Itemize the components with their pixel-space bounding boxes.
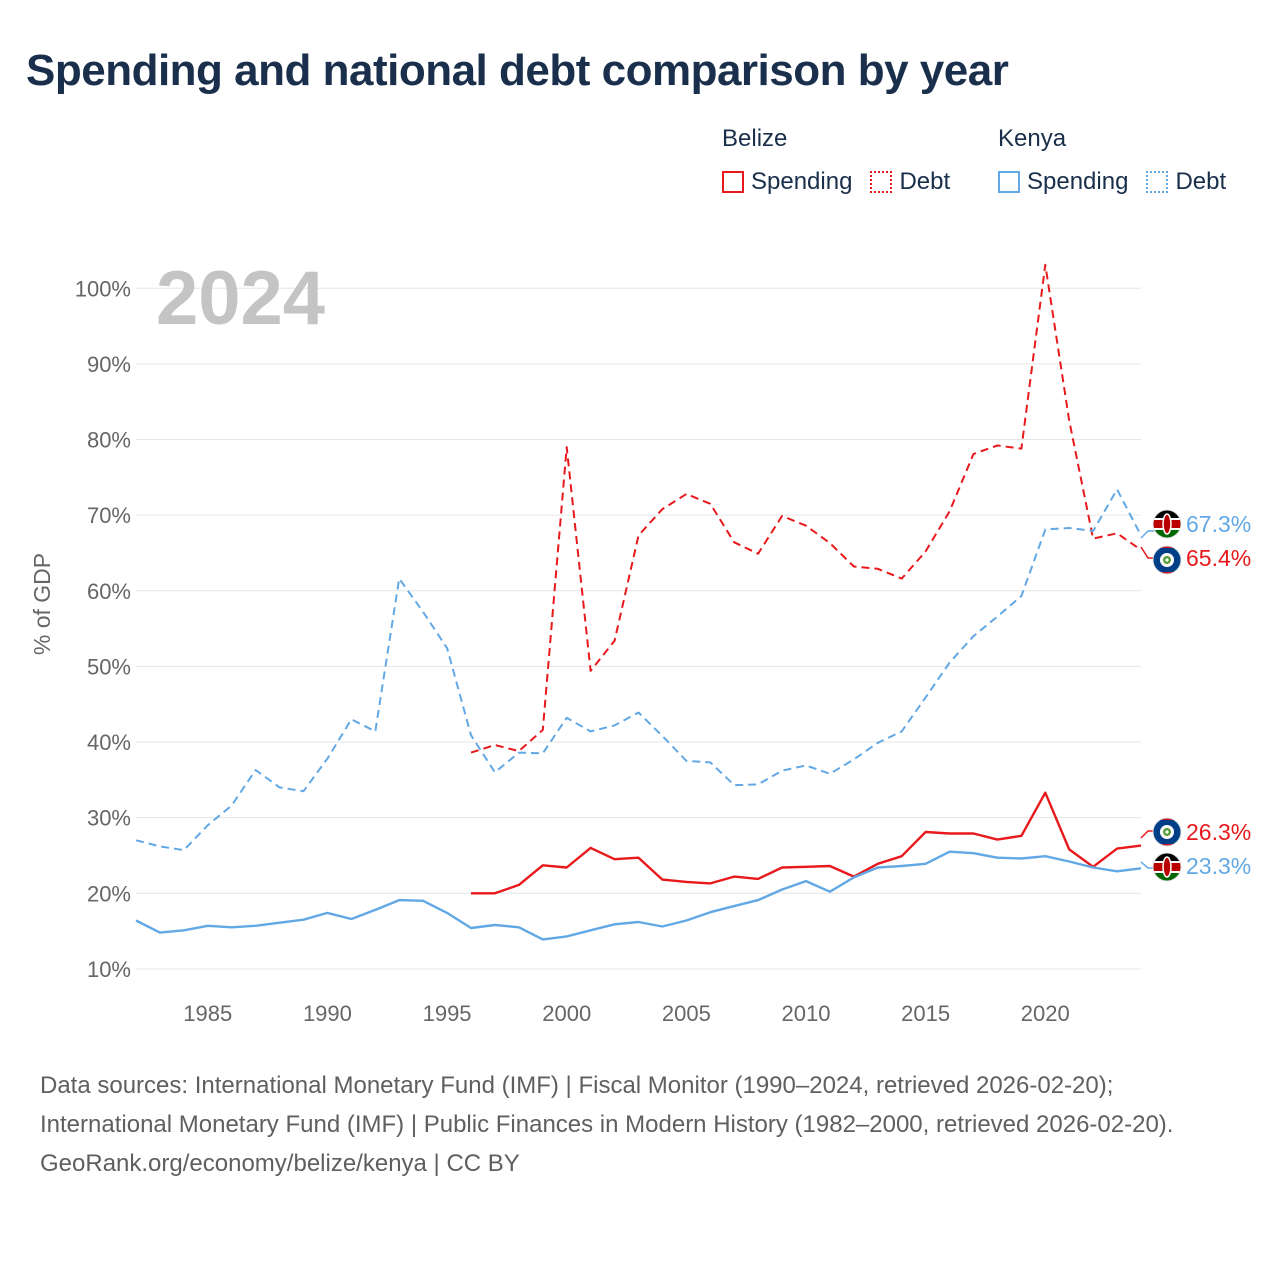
legend-label: Spending [1027, 168, 1129, 195]
line-chart: 2024 10% 20% 30% 40% 50% 60% 70% 80% 90% 100% 198… [29, 256, 1251, 1026]
y-tick-label: 80% [87, 428, 131, 453]
solid-swatch-icon [722, 171, 744, 193]
legend-kenya: Kenya Spending Debt [998, 124, 1226, 198]
legend-label: Debt [1175, 168, 1227, 195]
x-axis: 1985 1990 1995 2000 2005 2010 2015 2020 [183, 1001, 1069, 1026]
y-tick-label: 40% [87, 730, 131, 755]
end-label-belize-debt: 65.4% [1186, 545, 1251, 571]
x-tick-label: 1990 [303, 1001, 352, 1026]
series-line-belize-spending[interactable] [471, 791, 1142, 895]
y-axis-label: % of GDP [29, 553, 55, 655]
legend-item-belize-spending[interactable]: Spending [722, 168, 852, 196]
legend-country-belize: Belize [722, 125, 788, 152]
legend-belize: Belize Spending Debt [722, 124, 968, 198]
legend-item-belize-debt[interactable]: Debt [870, 168, 950, 196]
dotted-swatch-icon [870, 171, 893, 193]
footer: Data sources: International Monetary Fun… [40, 1066, 1240, 1183]
year-overlay: 2024 [156, 256, 325, 341]
legend-label: Debt [899, 168, 951, 195]
leader-line [1140, 830, 1154, 839]
x-tick-label: 2000 [542, 1001, 591, 1026]
y-tick-label: 20% [87, 881, 131, 906]
legend-label: Spending [751, 168, 853, 195]
y-tick-label: 50% [87, 654, 131, 679]
y-tick-label: 10% [87, 957, 131, 982]
series-line-kenya-debt[interactable] [135, 488, 1142, 852]
leader-line [1140, 546, 1154, 559]
legend-item-kenya-spending[interactable]: Spending [998, 168, 1128, 196]
series-line-belize-debt[interactable] [470, 263, 1142, 754]
leader-line [1140, 861, 1154, 869]
x-tick-label: 1985 [183, 1001, 232, 1026]
y-tick-label: 90% [87, 352, 131, 377]
gridlines [136, 287, 1141, 970]
y-tick-label: 30% [87, 806, 131, 831]
x-tick-label: 1995 [423, 1001, 472, 1026]
end-label-kenya-debt: 67.3% [1186, 511, 1251, 537]
series-line-kenya-spending[interactable] [135, 850, 1142, 941]
legend-country-kenya: Kenya [998, 125, 1067, 152]
belize-flag-icon [1152, 545, 1182, 575]
solid-swatch-icon [998, 171, 1020, 193]
credit-link[interactable]: GeoRank.org/economy/belize/kenya | CC BY [40, 1150, 520, 1177]
legend-item-kenya-debt[interactable]: Debt [1146, 168, 1226, 196]
end-label-kenya-spending: 23.3% [1186, 853, 1251, 879]
end-label-belize-spending: 26.3% [1186, 819, 1251, 845]
data-sources: Data sources: International Monetary Fun… [40, 1072, 1174, 1138]
dotted-swatch-icon [1146, 171, 1169, 193]
y-axis: 10% 20% 30% 40% 50% 60% 70% 80% 90% 100% [75, 276, 131, 982]
x-tick-label: 2015 [901, 1001, 950, 1026]
kenya-flag-icon [1152, 852, 1182, 882]
end-markers: 67.3% 65.4% [1140, 509, 1251, 882]
belize-flag-icon [1152, 817, 1182, 847]
kenya-flag-icon [1152, 509, 1182, 539]
x-tick-label: 2005 [662, 1001, 711, 1026]
series-lines [135, 263, 1142, 941]
leader-line [1140, 530, 1154, 539]
y-tick-label: 70% [87, 503, 131, 528]
y-tick-label: 60% [87, 579, 131, 604]
x-tick-label: 2020 [1021, 1001, 1070, 1026]
x-tick-label: 2010 [782, 1001, 831, 1026]
y-tick-label: 100% [75, 276, 131, 301]
chart-title: Spending and national debt comparison by… [26, 46, 1009, 95]
